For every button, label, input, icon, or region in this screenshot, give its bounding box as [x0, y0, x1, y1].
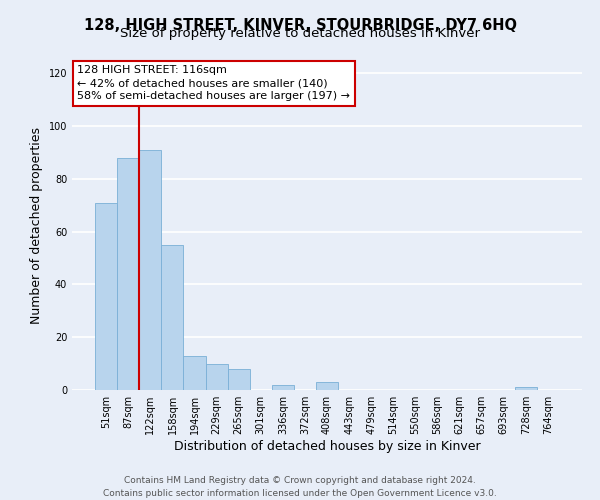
Bar [95, 202, 117, 390]
Bar [316, 382, 338, 390]
Bar [227, 369, 250, 390]
Bar [139, 150, 161, 390]
Bar [184, 356, 206, 390]
Text: 128 HIGH STREET: 116sqm
← 42% of detached houses are smaller (140)
58% of semi-d: 128 HIGH STREET: 116sqm ← 42% of detache… [77, 65, 350, 102]
Text: 128, HIGH STREET, KINVER, STOURBRIDGE, DY7 6HQ: 128, HIGH STREET, KINVER, STOURBRIDGE, D… [83, 18, 517, 32]
Text: Contains HM Land Registry data © Crown copyright and database right 2024.
Contai: Contains HM Land Registry data © Crown c… [103, 476, 497, 498]
Bar [272, 384, 294, 390]
X-axis label: Distribution of detached houses by size in Kinver: Distribution of detached houses by size … [173, 440, 481, 453]
Bar [515, 388, 537, 390]
Text: Size of property relative to detached houses in Kinver: Size of property relative to detached ho… [120, 28, 480, 40]
Y-axis label: Number of detached properties: Number of detached properties [30, 126, 43, 324]
Bar [161, 245, 184, 390]
Bar [206, 364, 227, 390]
Bar [117, 158, 139, 390]
